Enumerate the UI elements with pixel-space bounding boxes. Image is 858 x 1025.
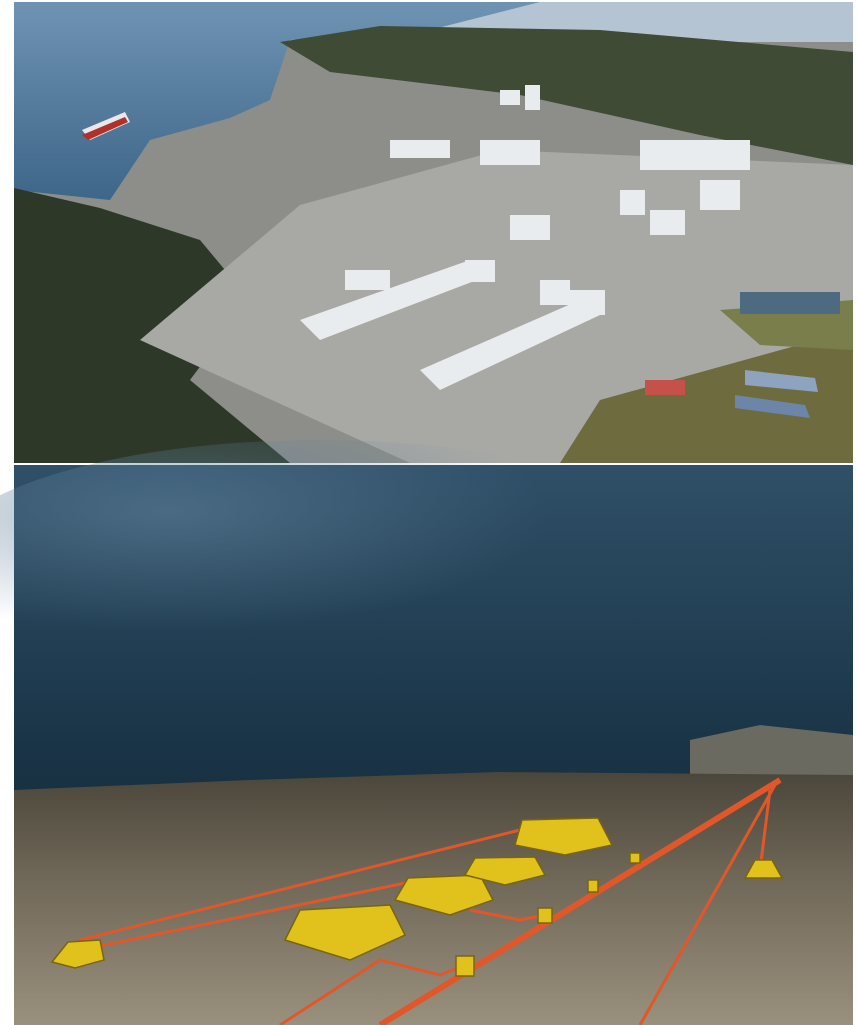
sea [14,2,540,200]
subsea-render [0,440,853,1025]
hills [280,26,853,165]
template [393,874,495,916]
building [570,290,605,315]
pipeline [638,784,777,1025]
building [540,280,570,305]
connector [537,907,553,924]
pipelines [79,777,782,1025]
warehouse [745,370,818,392]
template [463,856,547,886]
building [700,180,740,210]
building [500,90,520,105]
ship-hull [82,117,128,140]
manifold [743,859,784,879]
building [650,210,685,235]
aerial-photo [14,2,853,463]
building [640,140,750,170]
building [525,85,540,110]
pipeline [758,789,772,871]
connector [587,879,599,893]
forest [14,188,290,463]
light [0,440,700,680]
pipeline [79,878,421,952]
warehouse [735,395,810,418]
manifold [50,939,105,969]
grassland [560,330,853,463]
buildings [300,85,750,390]
building [300,260,490,340]
warehouse [645,380,685,395]
pipeline [378,777,782,1025]
pipeline [279,958,466,1025]
connector [629,852,641,864]
pipeline [469,908,546,922]
building [480,140,540,165]
building [420,300,600,390]
building [510,215,550,240]
templates [50,817,784,977]
template [283,904,407,961]
pond [740,292,840,314]
rock [690,725,853,780]
template [514,817,614,856]
building [345,270,390,290]
building [465,260,495,282]
building [620,190,645,215]
pipeline [79,828,521,942]
connector [455,955,475,977]
building [390,140,450,158]
